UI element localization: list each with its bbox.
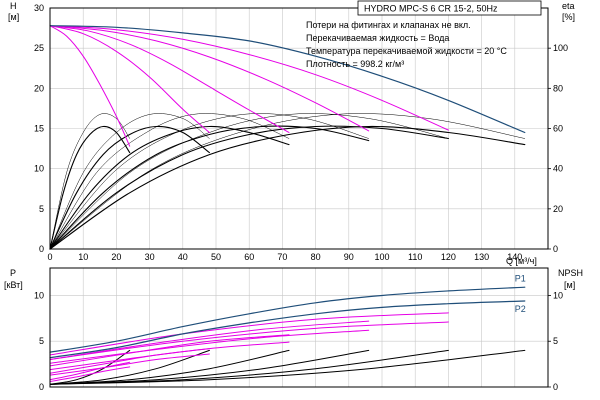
power-series (49, 286, 526, 385)
head-y-tick-label: 10 (34, 164, 44, 174)
power-frame (49, 267, 549, 388)
head-y-tick-label: 5 (39, 204, 44, 214)
power-right-tick-label: 10 (553, 290, 563, 300)
power-pump-curve (49, 353, 210, 376)
power-pump-curve (49, 334, 290, 367)
head-x-tick-label: 60 (244, 252, 254, 262)
head-y-label-line2: [м] (8, 12, 19, 22)
head-x-tick-label: 140 (507, 252, 522, 262)
power-y-tick-label: 0 (39, 382, 44, 392)
head-envelope-curve (49, 25, 526, 134)
head-x-tick-label: 80 (311, 252, 321, 262)
power-pump-curve (49, 361, 131, 381)
head-eta-thick-curve (49, 125, 370, 250)
power-y-label-line2: [кВт] (4, 280, 23, 290)
head-right-tick-label: 100 (553, 43, 568, 53)
power-pump-curve (49, 312, 449, 356)
head-eta-label-line1: eta (562, 1, 575, 11)
power-envelope-curve (49, 300, 526, 359)
power-envelope-curve (49, 286, 526, 353)
head-right-tick-label: 60 (553, 124, 563, 134)
head-x-tick-label: 120 (441, 252, 456, 262)
power-pump-curve (49, 341, 290, 371)
head-right-tick-label: 20 (553, 204, 563, 214)
head-y-tick-label: 0 (39, 244, 44, 254)
head-eta-label-line2: [%] (562, 12, 575, 22)
power-ticks: 0 5 10 0 5 10 (34, 290, 563, 392)
head-eta-thick-curve (49, 125, 290, 250)
head-x-tick-label: 50 (211, 252, 221, 262)
power-y-label-line1: P (10, 268, 16, 278)
head-eta-thick-curve (49, 125, 131, 250)
head-x-label: Q [м³/ч] (506, 256, 537, 266)
power-y-tick-label: 10 (34, 290, 44, 300)
head-panel: 0 10 20 30 40 50 60 70 80 90 100 110 120 130 140 0 5 10 15… (8, 0, 575, 266)
power-panel: 0 5 10 0 5 10 P [кВт] NPSH [м] P1 P2 (4, 267, 583, 392)
head-eta-thick-curve (49, 125, 449, 250)
power-npsh-curve (49, 349, 526, 385)
head-series (49, 25, 526, 250)
npsh-label-line2: [м] (564, 280, 575, 290)
npsh-label-line1: NPSH (558, 268, 583, 278)
head-eta-thin-curve (49, 113, 210, 250)
head-x-tick-label: 130 (474, 252, 489, 262)
head-x-tick-label: 0 (47, 252, 52, 262)
head-eta-thin-curve (49, 113, 290, 250)
head-right-tick-label: 40 (553, 164, 563, 174)
head-ticks: 0 10 20 30 40 50 60 70 80 90 100 110 120 130 140 0 5 10 15… (34, 3, 568, 262)
head-y-tick-label: 15 (34, 124, 44, 134)
head-x-tick-label: 40 (178, 252, 188, 262)
model-label: HYDRO MPC-S 6 CR 15-2, 50Hz (364, 4, 498, 14)
head-eta-thick-curve (49, 125, 210, 250)
head-x-tick-label: 20 (111, 252, 121, 262)
head-y-tick-label: 25 (34, 43, 44, 53)
p1-label: P1 (515, 274, 526, 284)
power-npsh-curve (49, 349, 210, 385)
head-pump-curve (49, 25, 290, 133)
head-y-tick-label: 20 (34, 83, 44, 93)
note-density: Плотность = 998.2 кг/м³ (306, 59, 404, 69)
power-pump-curve (49, 329, 370, 364)
power-pump-curve (49, 321, 449, 360)
p2-label: P2 (515, 304, 526, 314)
power-right-tick-label: 0 (553, 382, 558, 392)
head-eta-thin-curve (49, 113, 369, 250)
head-eta-thin-curve (49, 113, 449, 250)
model-label-box (357, 0, 542, 16)
head-eta-thick-curve (49, 125, 526, 250)
head-pump-curve (49, 25, 131, 147)
head-x-tick-label: 30 (145, 252, 155, 262)
head-x-tick-label: 90 (344, 252, 354, 262)
power-grid (50, 268, 548, 387)
head-right-tick-label: 0 (553, 244, 558, 254)
note-temperature: Температура перекачиваемой жидкости = 20… (306, 46, 507, 56)
head-y-tick-label: 30 (34, 3, 44, 13)
head-pump-curve (49, 25, 370, 132)
power-pump-curve (49, 366, 131, 382)
note-liquid: Перекачиваемая жидкость = Вода (306, 33, 449, 43)
head-x-tick-label: 100 (374, 252, 389, 262)
head-right-tick-label: 80 (553, 83, 563, 93)
head-x-tick-label: 10 (78, 252, 88, 262)
note-fittings: Потери на фитингах и клапанах не вкл. (306, 20, 471, 30)
power-right-tick-label: 5 (553, 336, 558, 346)
power-npsh-curve (49, 349, 131, 385)
head-pump-curve (49, 25, 449, 131)
head-pump-curve (49, 25, 210, 133)
head-x-tick-label: 70 (277, 252, 287, 262)
head-y-label-line1: H (10, 1, 17, 11)
power-pump-curve (49, 320, 370, 360)
head-x-tick-label: 110 (408, 252, 422, 262)
power-y-tick-label: 5 (39, 336, 44, 346)
